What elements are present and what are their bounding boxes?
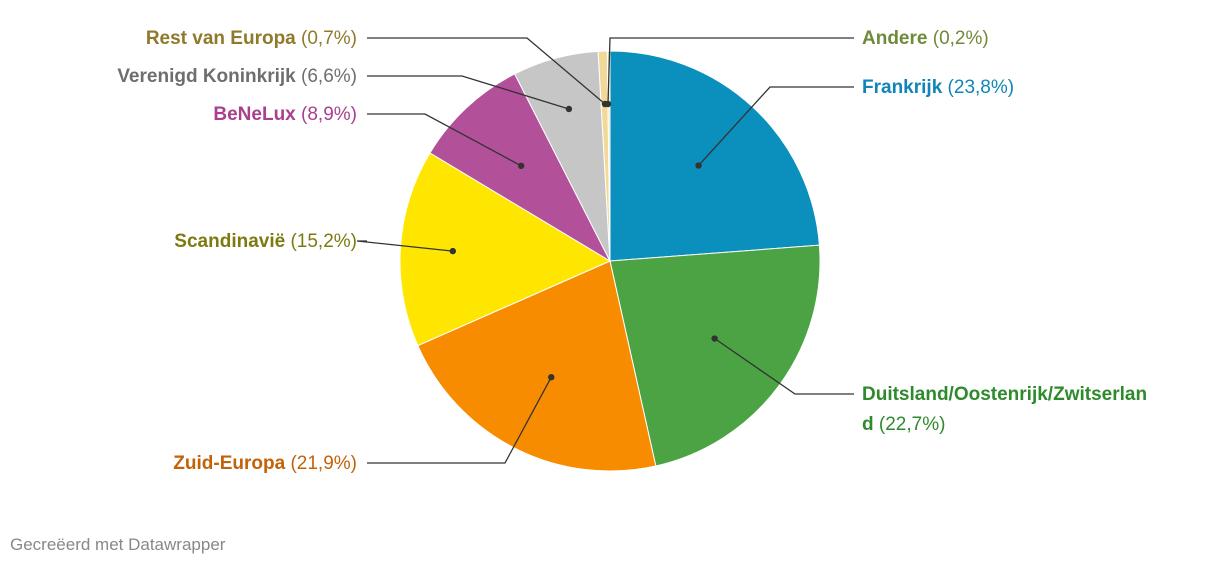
leader-dot-3 bbox=[449, 247, 457, 255]
slice-label-pct: (0,7%) bbox=[296, 28, 357, 49]
leader-dot-1 bbox=[711, 335, 718, 342]
slice-label-7: Andere (0,2%) bbox=[862, 28, 989, 49]
slice-label-5: Verenigd Koninkrijk (6,6%) bbox=[117, 66, 357, 87]
leader-line-3 bbox=[356, 240, 453, 252]
leader-dot-5 bbox=[565, 105, 573, 113]
slice-label-4: BeNeLux (8,9%) bbox=[213, 104, 357, 125]
leader-dot-4 bbox=[517, 162, 525, 170]
pie-slice-3 bbox=[399, 152, 612, 347]
slice-label-pct: (15,2%) bbox=[285, 231, 357, 252]
leader-dot-0 bbox=[695, 162, 702, 169]
slice-label-pct: (22,7%) bbox=[874, 414, 946, 435]
slice-label-6: Rest van Europa (0,7%) bbox=[146, 28, 357, 49]
slice-label-name-cont: d bbox=[862, 414, 874, 435]
slice-label-name: Frankrijk bbox=[862, 77, 943, 98]
slice-label-1: Duitsland/Oostenrijk/Zwitserlan bbox=[862, 384, 1147, 405]
slice-label-name: Scandinavië bbox=[174, 231, 285, 252]
slice-label-pct: (8,9%) bbox=[296, 104, 357, 125]
slice-label-pct: (0,2%) bbox=[927, 28, 988, 49]
slice-label-pct: (23,8%) bbox=[942, 77, 1014, 98]
slice-label-3: Scandinavië (15,2%) bbox=[174, 231, 357, 252]
leader-line-7 bbox=[607, 37, 854, 105]
leader-line-1 bbox=[714, 337, 854, 395]
pie-slice-0 bbox=[609, 50, 820, 262]
slice-label-2: Zuid-Europa (21,9%) bbox=[173, 453, 357, 474]
slice-label-pct: (6,6%) bbox=[296, 66, 357, 87]
slice-label-name: Verenigd Koninkrijk bbox=[117, 66, 296, 87]
leader-dot-2 bbox=[548, 373, 555, 381]
leader-line-5 bbox=[367, 75, 570, 110]
pie-slice-2 bbox=[417, 260, 657, 472]
slice-label-name: Duitsland/Oostenrijk/Zwitserlan bbox=[862, 384, 1147, 405]
slice-label-name: Rest van Europa bbox=[146, 28, 296, 49]
leader-line-0 bbox=[698, 86, 854, 166]
slice-label-pct: (21,9%) bbox=[285, 453, 357, 474]
leader-dot-7 bbox=[604, 100, 612, 108]
leader-line-6 bbox=[367, 37, 606, 105]
slice-label-1-line2: d (22,7%) bbox=[862, 414, 945, 435]
slice-label-name: Zuid-Europa bbox=[173, 453, 285, 474]
slice-label-name: Andere bbox=[862, 28, 927, 49]
pie-slice-1 bbox=[609, 244, 821, 467]
slice-label-0: Frankrijk (23,8%) bbox=[862, 77, 1014, 98]
leader-line-4 bbox=[367, 113, 522, 167]
slice-label-name: BeNeLux bbox=[213, 104, 296, 125]
credit-text: Gecreëerd met Datawrapper bbox=[10, 535, 226, 554]
leader-line-2 bbox=[367, 376, 552, 464]
